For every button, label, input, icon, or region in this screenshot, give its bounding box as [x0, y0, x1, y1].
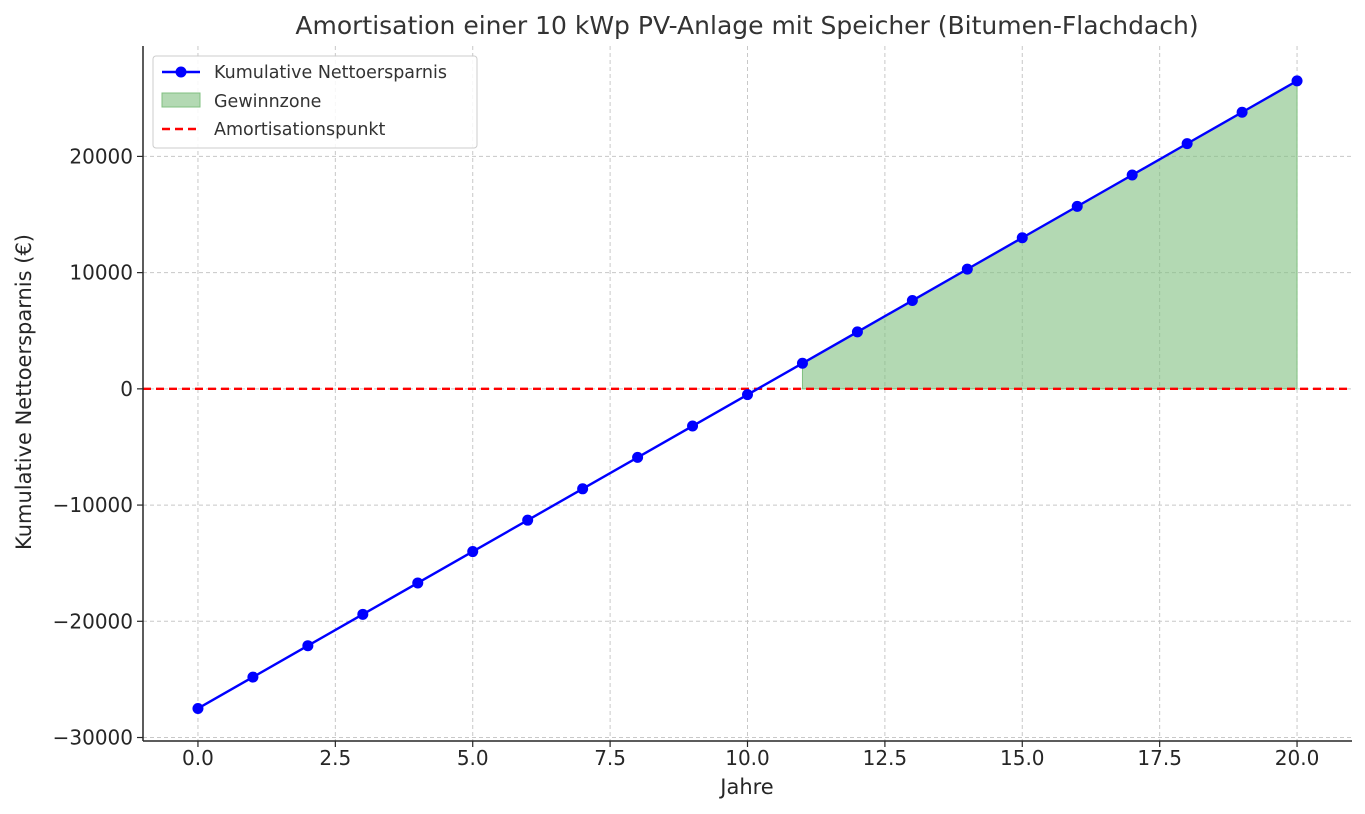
y-tick-label: 10000	[69, 261, 133, 285]
y-tick-label: −20000	[53, 609, 133, 633]
data-point	[1016, 232, 1028, 244]
x-tick-label: 17.5	[1137, 746, 1182, 770]
data-point	[687, 420, 699, 432]
data-point	[1071, 200, 1083, 212]
x-tick-label: 20.0	[1275, 746, 1320, 770]
x-tick-label: 2.5	[319, 746, 351, 770]
x-tick-label: 15.0	[1000, 746, 1045, 770]
legend-marker-swatch	[175, 66, 187, 78]
data-point	[467, 546, 479, 558]
data-point	[577, 483, 589, 495]
data-point	[851, 326, 863, 338]
legend-label-hline: Amortisationspunkt	[214, 120, 386, 140]
data-point	[412, 577, 424, 589]
data-point	[357, 608, 369, 620]
data-point	[1181, 138, 1193, 150]
data-point	[742, 389, 753, 401]
x-tick-label: 0.0	[182, 746, 214, 770]
data-point	[906, 295, 918, 307]
data-point	[796, 357, 808, 369]
y-tick-label: −30000	[53, 726, 133, 750]
data-point	[1291, 75, 1303, 87]
x-tick-label: 12.5	[863, 746, 908, 770]
x-tick-label: 10.0	[725, 746, 770, 770]
data-point	[632, 451, 644, 463]
data-point	[247, 671, 259, 683]
x-tick-label: 7.5	[594, 746, 626, 770]
x-tick-label: 5.0	[457, 746, 489, 770]
legend-label-fill: Gewinnzone	[214, 92, 321, 112]
data-point	[1126, 169, 1138, 181]
legend-fill-swatch	[161, 92, 201, 108]
data-point	[302, 640, 314, 652]
data-point	[961, 263, 973, 275]
y-tick-label: 0	[120, 377, 133, 401]
y-tick-label: −10000	[53, 493, 133, 517]
x-axis-label: Jahre	[718, 775, 773, 799]
legend-frame	[152, 55, 478, 149]
series-layer	[192, 75, 1303, 714]
legend: Kumulative Nettoersparnis Gewinnzone Amo…	[152, 55, 478, 149]
data-point	[1236, 106, 1248, 118]
y-axis-label: Kumulative Nettoersparnis (€)	[12, 234, 36, 550]
ticks: 0.0 2.5 5.0 7.5 10.0 12.5 15.0 17.5 20.0 −30000 −2…	[53, 144, 1320, 770]
y-tick-label: 20000	[69, 144, 133, 168]
legend-label-series: Kumulative Nettoersparnis	[214, 63, 447, 83]
data-point	[522, 514, 534, 526]
data-point	[192, 702, 204, 714]
chart-title: Amortisation einer 10 kWp PV-Anlage mit …	[295, 11, 1198, 40]
